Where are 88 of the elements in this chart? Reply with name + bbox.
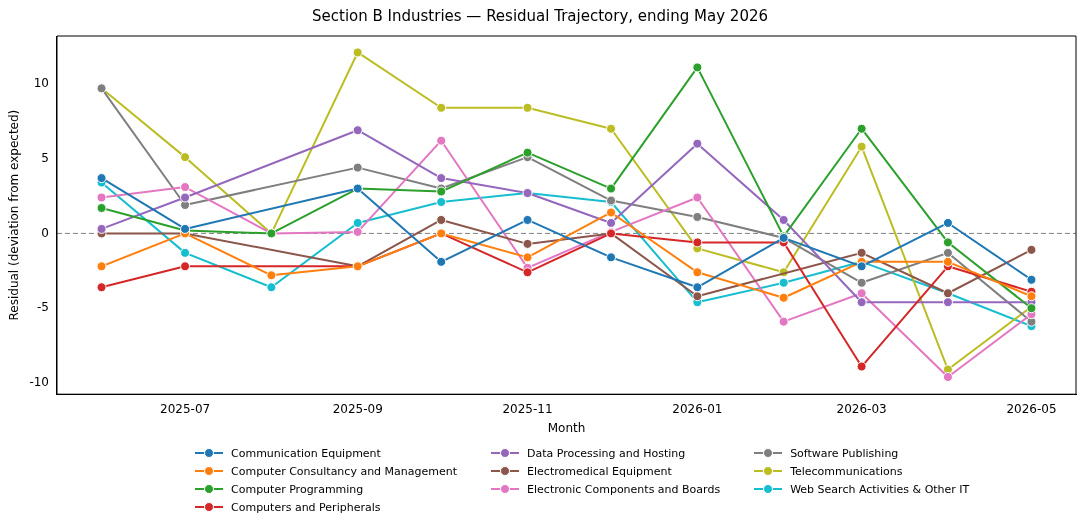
- point: [942, 256, 953, 267]
- point: [692, 211, 703, 222]
- legend-label: Computers and Peripherals: [231, 500, 381, 514]
- point: [856, 361, 867, 372]
- point: [942, 297, 953, 308]
- point: [1026, 291, 1037, 302]
- point: [96, 173, 107, 184]
- point: [522, 238, 533, 249]
- x-tick-label: 2025-07: [160, 401, 211, 416]
- x-tick-label: 2025-11: [502, 401, 553, 416]
- point: [606, 183, 617, 194]
- y-tick-label: -10: [29, 375, 49, 390]
- point: [352, 162, 363, 173]
- point: [522, 102, 533, 113]
- point: [436, 173, 447, 184]
- point: [778, 292, 789, 303]
- legend-label: Electronic Components and Boards: [527, 482, 721, 496]
- point: [856, 297, 867, 308]
- point: [352, 226, 363, 237]
- point: [522, 252, 533, 263]
- point: [942, 372, 953, 382]
- point: [942, 237, 953, 248]
- legend-label: Web Search Activities & Other IT: [790, 482, 970, 496]
- point: [606, 252, 617, 263]
- point: [778, 277, 789, 288]
- point: [352, 125, 363, 136]
- point: [606, 123, 617, 134]
- point: [436, 102, 447, 113]
- point: [436, 197, 447, 208]
- point: [692, 282, 703, 293]
- x-tick-label: 2026-01: [672, 401, 723, 416]
- point: [606, 207, 617, 218]
- point: [352, 217, 363, 228]
- point: [436, 214, 447, 225]
- point: [96, 192, 107, 203]
- y-axis-title: Residual (deviation from expected): [7, 109, 22, 321]
- point: [266, 270, 277, 281]
- chart-title: Section B Industries — Residual Trajectory, ending May 2026: [311, 6, 769, 25]
- legend-label: Computer Consultancy and Management: [231, 464, 458, 478]
- y-tick-label: 10: [33, 75, 49, 90]
- legend-label: Telecommunications: [790, 464, 903, 478]
- point: [692, 291, 703, 302]
- y-tick-label: -5: [37, 300, 49, 315]
- point: [180, 247, 191, 258]
- point: [692, 267, 703, 278]
- point: [856, 123, 867, 134]
- point: [942, 217, 953, 228]
- legend-label: Electromedical Equipment: [527, 464, 672, 478]
- point: [266, 282, 277, 293]
- point: [856, 288, 867, 299]
- point: [522, 267, 533, 278]
- point: [1026, 244, 1037, 255]
- point: [692, 62, 703, 73]
- point: [692, 192, 703, 203]
- point: [180, 192, 191, 203]
- x-tick-label: 2025-09: [332, 401, 383, 416]
- legend-label: Computer Programming: [231, 482, 364, 496]
- point: [96, 203, 107, 213]
- point: [606, 217, 617, 228]
- x-tick-label: 2026-05: [1006, 401, 1057, 416]
- point: [856, 277, 867, 288]
- legend-label: Software Publishing: [790, 446, 899, 460]
- point: [522, 147, 533, 158]
- point: [778, 214, 789, 225]
- point: [522, 214, 533, 225]
- point: [180, 182, 191, 193]
- point: [692, 138, 703, 149]
- point: [352, 47, 363, 58]
- point: [96, 261, 107, 272]
- point: [436, 256, 447, 267]
- point: [942, 247, 953, 258]
- point: [692, 237, 703, 248]
- y-tick-label: 5: [41, 150, 49, 165]
- legend-label: Data Processing and Hosting: [527, 446, 686, 460]
- point: [96, 223, 107, 234]
- legend-label: Communication Equipment: [231, 446, 381, 460]
- point: [1026, 274, 1037, 285]
- point: [856, 141, 867, 152]
- point: [180, 261, 191, 272]
- point: [778, 316, 789, 327]
- point: [856, 247, 867, 258]
- point: [856, 261, 867, 272]
- x-axis-title: Month: [547, 420, 586, 435]
- x-tick-label: 2026-03: [836, 401, 887, 416]
- point: [436, 135, 447, 146]
- y-tick-label: 0: [41, 225, 49, 240]
- point: [180, 152, 191, 163]
- point: [96, 282, 107, 293]
